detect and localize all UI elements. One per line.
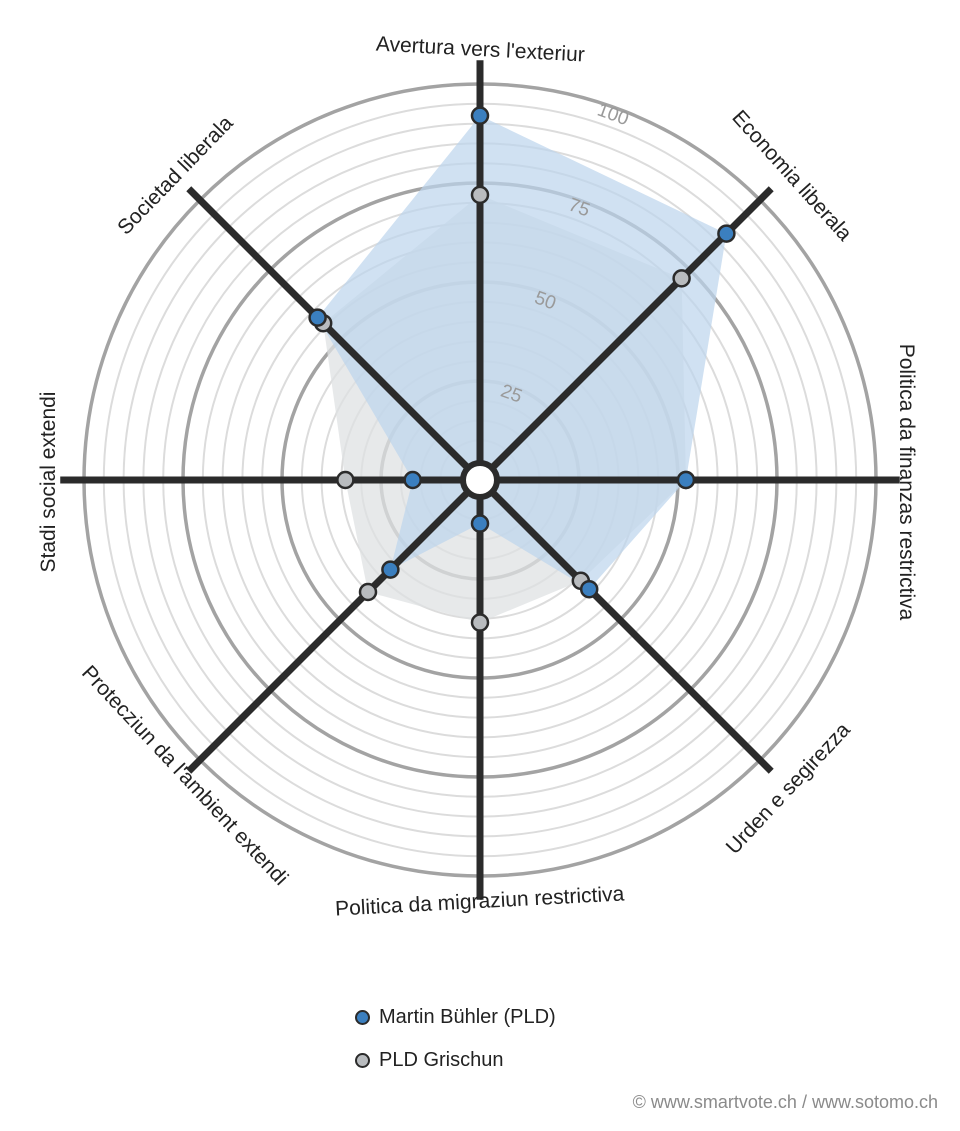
data-point-s0-2 [676, 470, 696, 490]
axis-label-finanzas: Politica da finanzas restrictiva [895, 344, 918, 621]
chart-center [460, 460, 500, 500]
series-areas [317, 115, 727, 623]
legend-label-pld: PLD Grischun [379, 1049, 504, 1071]
data-point-s0-5 [381, 560, 400, 579]
legend-label-buhler: Martin Bühler (PLD) [379, 1006, 556, 1028]
data-point-s1-0 [470, 185, 490, 205]
source-credit: © www.smartvote.ch / www.sotomo.ch [632, 1092, 938, 1112]
axis-line-7 [186, 186, 483, 483]
legend-dot-buhler [355, 1010, 370, 1025]
axis-line-3 [477, 477, 774, 774]
legend-item-pld: PLD Grischun [355, 1047, 556, 1074]
legend: Martin Bühler (PLD) PLD Grischun [355, 1004, 556, 1090]
data-point-s1-6 [336, 470, 355, 490]
data-point-s0-7 [308, 308, 327, 327]
data-point-s1-5 [358, 582, 378, 602]
legend-dot-pld [355, 1053, 370, 1068]
data-point-s0-1 [717, 224, 736, 243]
data-point-s0-4 [470, 514, 490, 533]
data-point-s0-3 [579, 579, 599, 599]
series-area-0 [317, 115, 727, 590]
legend-item-buhler: Martin Bühler (PLD) [355, 1004, 556, 1031]
tick-label-100: 100 [594, 100, 631, 131]
data-point-s1-4 [470, 613, 490, 632]
data-points [308, 106, 736, 632]
axis-label-economia: Economia liberala [727, 106, 856, 246]
axis-line-5 [186, 477, 483, 774]
data-point-s1-1 [672, 269, 691, 288]
axis-label-stadi: Stadi social extendi [37, 392, 60, 573]
data-point-s0-6 [403, 470, 422, 490]
data-point-s0-0 [470, 106, 490, 125]
